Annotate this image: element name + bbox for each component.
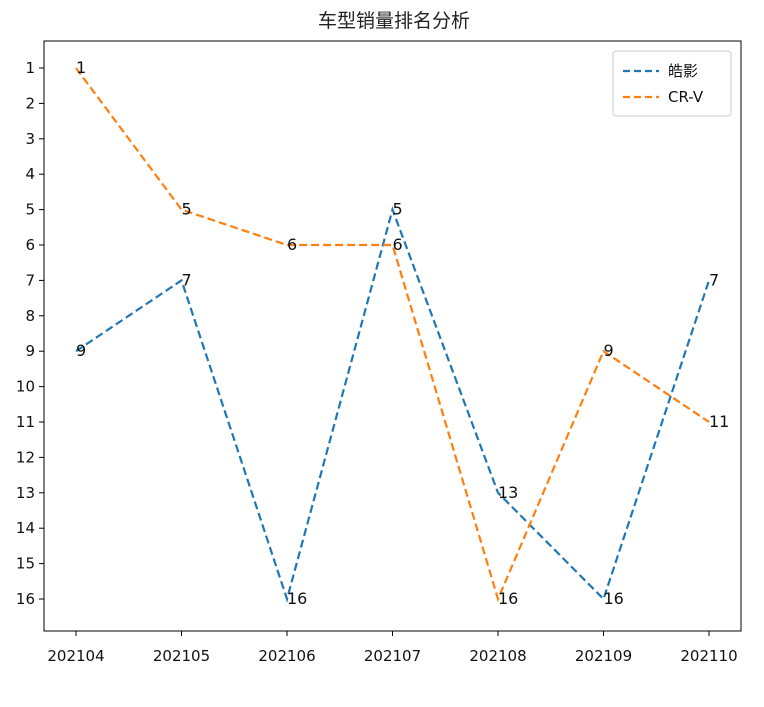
data-label: 16 [287, 589, 307, 608]
series-layer [75, 67, 711, 603]
data-label: 13 [498, 483, 518, 502]
y-tick-label: 2 [25, 94, 35, 112]
x-axis: 202104 202105 202106 202107 202108 202109 2021… [47, 631, 738, 665]
data-label: 9 [76, 341, 86, 360]
y-tick-label: 7 [25, 271, 35, 289]
legend-box [612, 50, 732, 117]
y-tick-label: 1 [25, 59, 35, 77]
data-label: 7 [182, 270, 192, 289]
y-tick-label: 6 [25, 236, 35, 254]
chart-title: 车型销量排名分析 [318, 10, 470, 32]
y-tick-label: 4 [25, 165, 35, 183]
x-tick-label: 202108 [469, 647, 526, 665]
y-tick-label: 15 [16, 555, 35, 573]
x-tick-label: 202106 [258, 647, 315, 665]
y-tick-label: 5 [25, 201, 35, 219]
x-tick-label: 202105 [153, 647, 210, 665]
x-tick-label: 202110 [680, 647, 737, 665]
y-tick-label: 3 [25, 130, 35, 148]
plot-frame [43, 40, 742, 632]
data-label: 9 [604, 341, 614, 360]
legend: 皓影 CR-V [612, 50, 732, 117]
data-label: 5 [182, 200, 192, 219]
series-line-1 [75, 67, 710, 603]
y-tick-label: 16 [16, 590, 35, 608]
data-label: 11 [709, 412, 729, 431]
data-label: 6 [393, 235, 403, 254]
data-label: 16 [604, 589, 624, 608]
y-tick-label: 9 [25, 342, 35, 360]
data-label: 6 [287, 235, 297, 254]
y-tick-label: 13 [16, 484, 35, 502]
data-labels: 9 7 16 5 13 16 7 1 5 6 6 16 9 11 [76, 58, 729, 608]
y-tick-label: 12 [16, 448, 35, 466]
data-label: 5 [393, 200, 403, 219]
legend-label-1: CR-V [668, 88, 704, 106]
x-tick-label: 202107 [364, 647, 421, 665]
data-label: 7 [709, 270, 719, 289]
data-label: 16 [498, 589, 518, 608]
x-tick-label: 202104 [47, 647, 104, 665]
data-label: 1 [76, 58, 86, 77]
legend-label-0: 皓影 [668, 62, 698, 80]
x-tick-label: 202109 [575, 647, 632, 665]
y-tick-label: 8 [25, 307, 35, 325]
y-tick-label: 10 [16, 378, 35, 396]
y-tick-label: 14 [16, 519, 35, 537]
series-line-0 [75, 206, 711, 603]
y-tick-label: 11 [16, 413, 35, 431]
